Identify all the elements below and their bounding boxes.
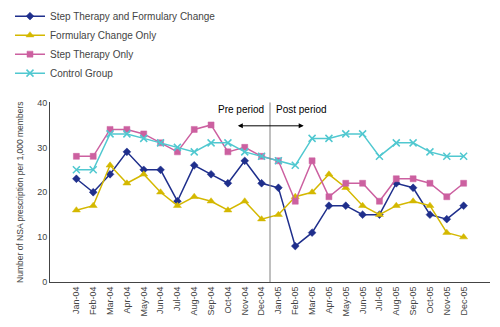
svg-text:Formulary Change Only: Formulary Change Only [50,30,156,41]
svg-text:Feb-05: Feb-05 [290,287,300,316]
svg-text:Post period: Post period [276,104,327,115]
svg-text:Nov-04: Nov-04 [240,287,250,316]
svg-text:Control Group: Control Group [50,68,113,79]
svg-text:30: 30 [37,143,47,153]
svg-text:Sep-04: Sep-04 [206,287,216,316]
svg-text:Oct-05: Oct-05 [425,287,435,314]
svg-text:Aug-05: Aug-05 [391,287,401,316]
svg-text:Jun-05: Jun-05 [358,287,368,315]
svg-text:Apr-04: Apr-04 [122,287,132,314]
svg-text:Jan-04: Jan-04 [71,287,81,315]
svg-text:Feb-04: Feb-04 [88,287,98,316]
svg-text:Nov-05: Nov-05 [442,287,452,316]
svg-text:10: 10 [37,232,47,242]
svg-text:0: 0 [42,277,47,287]
svg-text:May-05: May-05 [341,287,351,317]
svg-text:Number of NSA prescription per: Number of NSA prescription per 1,000 mem… [15,102,25,283]
svg-text:Jun-04: Jun-04 [155,287,165,315]
svg-text:Jul-04: Jul-04 [172,287,182,312]
svg-text:Apr-05: Apr-05 [324,287,334,314]
svg-text:Pre period: Pre period [218,104,264,115]
svg-text:Sep-05: Sep-05 [408,287,418,316]
svg-text:Dec-04: Dec-04 [257,287,267,316]
svg-text:Jan-05: Jan-05 [273,287,283,315]
svg-text:Aug-04: Aug-04 [189,287,199,316]
svg-text:Oct-04: Oct-04 [223,287,233,314]
svg-text:40: 40 [37,98,47,108]
svg-text:May-04: May-04 [139,287,149,317]
svg-text:Step Therapy Only: Step Therapy Only [50,49,133,60]
svg-text:Dec-05: Dec-05 [459,287,469,316]
svg-text:Mar-04: Mar-04 [105,287,115,316]
svg-text:20: 20 [37,187,47,197]
svg-text:Step Therapy and Formulary Cha: Step Therapy and Formulary Change [50,11,215,22]
svg-text:Jul-05: Jul-05 [374,287,384,312]
svg-text:Mar-05: Mar-05 [307,287,317,316]
